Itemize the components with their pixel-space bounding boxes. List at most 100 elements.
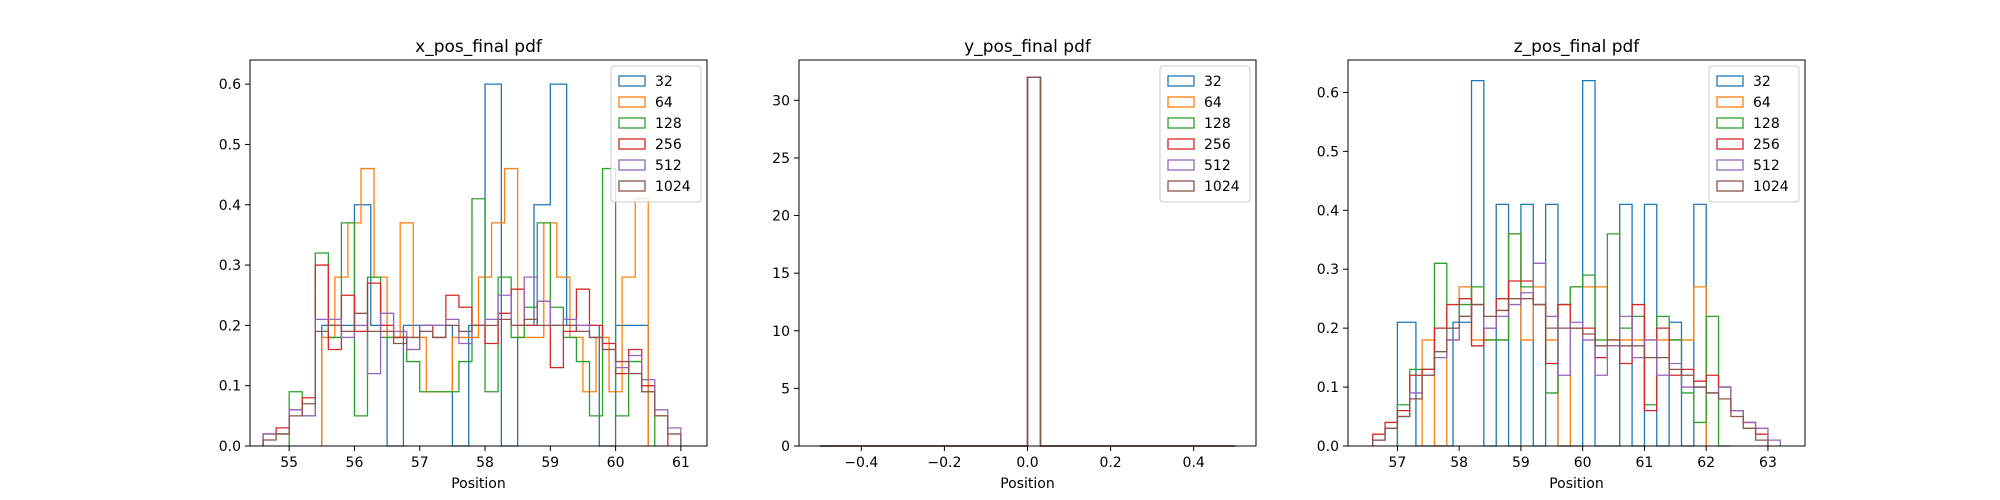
x-pos-final-legend-label-1024: 1024 bbox=[655, 179, 691, 195]
z-pos-final-legend: 32 64 128 256 512 1024 bbox=[1708, 65, 1800, 203]
z-pos-final-axes-frame bbox=[1347, 59, 1806, 447]
y-pos-final-xtick-label: 0.4 bbox=[1183, 455, 1205, 471]
y-pos-final-legend: 32 64 128 256 512 1024 bbox=[1159, 65, 1251, 203]
y-pos-final-panel: y_pos_final pdf Position −0.4 −0.2 0.0 0.2 0… bbox=[772, 37, 1257, 492]
x-pos-final-ytick-label: 0.3 bbox=[219, 258, 241, 274]
z-pos-final-ytick-label: 0.2 bbox=[1317, 321, 1339, 337]
x-pos-final-ytick-label: 0.0 bbox=[219, 439, 241, 455]
z-pos-final-legend-label-512: 512 bbox=[1753, 158, 1780, 174]
x-pos-final-series-group bbox=[262, 83, 682, 447]
y-pos-final-legend-label-32: 32 bbox=[1204, 74, 1222, 90]
z-pos-final-xtick-label: 60 bbox=[1574, 455, 1592, 471]
z-pos-final-xtick-label: 63 bbox=[1759, 455, 1777, 471]
y-pos-final-legend-swatch-256 bbox=[1167, 138, 1195, 150]
x-pos-final-axes-frame bbox=[249, 59, 708, 447]
x-pos-final-series-256 bbox=[262, 264, 669, 446]
x-pos-final-ytick-label: 0.2 bbox=[219, 318, 241, 334]
x-pos-final-legend-swatch-32 bbox=[618, 75, 646, 87]
x-pos-final-xtick-label: 60 bbox=[607, 455, 625, 471]
y-pos-final-ytick-label: 15 bbox=[772, 266, 790, 282]
x-pos-final-legend-label-64: 64 bbox=[655, 95, 673, 111]
z-pos-final-legend-label-128: 128 bbox=[1753, 116, 1780, 132]
y-pos-final-legend-label-512: 512 bbox=[1204, 158, 1231, 174]
y-pos-final-legend-swatch-32 bbox=[1167, 75, 1195, 87]
z-pos-final-legend-label-1024: 1024 bbox=[1753, 179, 1789, 195]
x-pos-final-legend-swatch-256 bbox=[618, 138, 646, 150]
y-pos-final-legend-label-256: 256 bbox=[1204, 137, 1231, 153]
z-pos-final-panel: z_pos_final pdf Position 57 58 59 60 61 62 63 0… bbox=[1317, 37, 1806, 492]
x-pos-final-xtick-label: 58 bbox=[476, 455, 494, 471]
x-pos-final-legend-swatch-1024 bbox=[618, 180, 646, 192]
x-pos-final-ytick-label: 0.5 bbox=[219, 137, 241, 153]
x-pos-final-legend-label-256: 256 bbox=[655, 137, 682, 153]
y-pos-final-ytick-label: 20 bbox=[772, 209, 790, 225]
z-pos-final-xtick-label: 58 bbox=[1450, 455, 1468, 471]
x-pos-final-xlabel: Position bbox=[451, 476, 506, 492]
y-pos-final-ytick-label: 25 bbox=[772, 151, 790, 167]
x-pos-final-xtick-label: 56 bbox=[346, 455, 364, 471]
x-pos-final-xtick-label: 57 bbox=[411, 455, 429, 471]
z-pos-final-ytick-label: 0.0 bbox=[1317, 439, 1339, 455]
z-pos-final-legend-swatch-128 bbox=[1716, 117, 1744, 129]
y-pos-final-xtick-label: −0.4 bbox=[844, 455, 878, 471]
z-pos-final-legend-swatch-64 bbox=[1716, 96, 1744, 108]
x-pos-final-xtick-label: 61 bbox=[672, 455, 690, 471]
y-pos-final-xtick-label: 0.0 bbox=[1016, 455, 1038, 471]
z-pos-final-xlabel: Position bbox=[1549, 476, 1604, 492]
x-pos-final-legend-swatch-128 bbox=[618, 117, 646, 129]
y-pos-final-xlabel: Position bbox=[1000, 476, 1055, 492]
y-pos-final-legend-box bbox=[1159, 65, 1251, 203]
y-pos-final-legend-label-64: 64 bbox=[1204, 95, 1222, 111]
y-pos-final-ytick-label: 5 bbox=[781, 381, 790, 397]
z-pos-final-ytick-label: 0.1 bbox=[1317, 380, 1339, 396]
z-pos-final-legend-box bbox=[1708, 65, 1800, 203]
y-pos-final-legend-label-128: 128 bbox=[1204, 116, 1231, 132]
z-pos-final-legend-swatch-512 bbox=[1716, 159, 1744, 171]
z-pos-final-legend-label-32: 32 bbox=[1753, 74, 1771, 90]
z-pos-final-legend-swatch-1024 bbox=[1716, 180, 1744, 192]
y-pos-final-legend-swatch-1024 bbox=[1167, 180, 1195, 192]
y-pos-final-legend-label-1024: 1024 bbox=[1204, 179, 1240, 195]
x-pos-final-legend-box bbox=[610, 65, 702, 203]
z-pos-final-legend-swatch-256 bbox=[1716, 138, 1744, 150]
x-pos-final-title: x_pos_final pdf bbox=[415, 37, 543, 57]
y-pos-final-legend-swatch-512 bbox=[1167, 159, 1195, 171]
x-pos-final-legend-label-512: 512 bbox=[655, 158, 682, 174]
x-pos-final-ytick-label: 0.1 bbox=[219, 379, 241, 395]
x-pos-final-legend-swatch-512 bbox=[618, 159, 646, 171]
y-pos-final-xtick-label: −0.2 bbox=[927, 455, 961, 471]
z-pos-final-xtick-label: 57 bbox=[1388, 455, 1406, 471]
x-pos-final-legend-label-128: 128 bbox=[655, 116, 682, 132]
z-pos-final-legend-swatch-32 bbox=[1716, 75, 1744, 87]
z-pos-final-ytick-label: 0.4 bbox=[1317, 203, 1339, 219]
x-pos-final-panel: x_pos_final pdf Position 55 56 57 58 59 60 61 0… bbox=[219, 37, 708, 492]
x-pos-final-legend-label-32: 32 bbox=[655, 74, 673, 90]
z-pos-final-legend-label-256: 256 bbox=[1753, 137, 1780, 153]
y-pos-final-ytick-label: 30 bbox=[772, 93, 790, 109]
z-pos-final-title: z_pos_final pdf bbox=[1514, 37, 1641, 57]
z-pos-final-series-256 bbox=[1372, 280, 1769, 446]
z-pos-final-xtick-label: 59 bbox=[1512, 455, 1530, 471]
z-pos-final-ytick-label: 0.3 bbox=[1317, 262, 1339, 278]
z-pos-final-ytick-label: 0.6 bbox=[1317, 85, 1339, 101]
x-pos-final-series-128 bbox=[288, 167, 656, 446]
x-pos-final-ytick-label: 0.4 bbox=[219, 198, 241, 214]
y-pos-final-ytick-label: 10 bbox=[772, 324, 790, 340]
x-pos-final-series-1024 bbox=[262, 312, 682, 446]
y-pos-final-title: y_pos_final pdf bbox=[964, 37, 1092, 57]
x-pos-final-ytick-label: 0.6 bbox=[219, 77, 241, 93]
z-pos-final-legend-label-64: 64 bbox=[1753, 95, 1771, 111]
x-pos-final-xtick-label: 59 bbox=[541, 455, 559, 471]
y-pos-final-legend-swatch-128 bbox=[1167, 117, 1195, 129]
z-pos-final-xtick-label: 62 bbox=[1697, 455, 1715, 471]
z-pos-final-ytick-label: 0.5 bbox=[1317, 144, 1339, 160]
x-pos-final-xtick-label: 55 bbox=[280, 455, 298, 471]
x-pos-final-legend: 32 64 128 256 512 1024 bbox=[610, 65, 702, 203]
x-pos-final-legend-swatch-64 bbox=[618, 96, 646, 108]
y-pos-final-xtick-label: 0.2 bbox=[1099, 455, 1121, 471]
y-pos-final-ytick-label: 0 bbox=[781, 439, 790, 455]
y-pos-final-legend-swatch-64 bbox=[1167, 96, 1195, 108]
z-pos-final-series-1024 bbox=[1372, 298, 1769, 446]
